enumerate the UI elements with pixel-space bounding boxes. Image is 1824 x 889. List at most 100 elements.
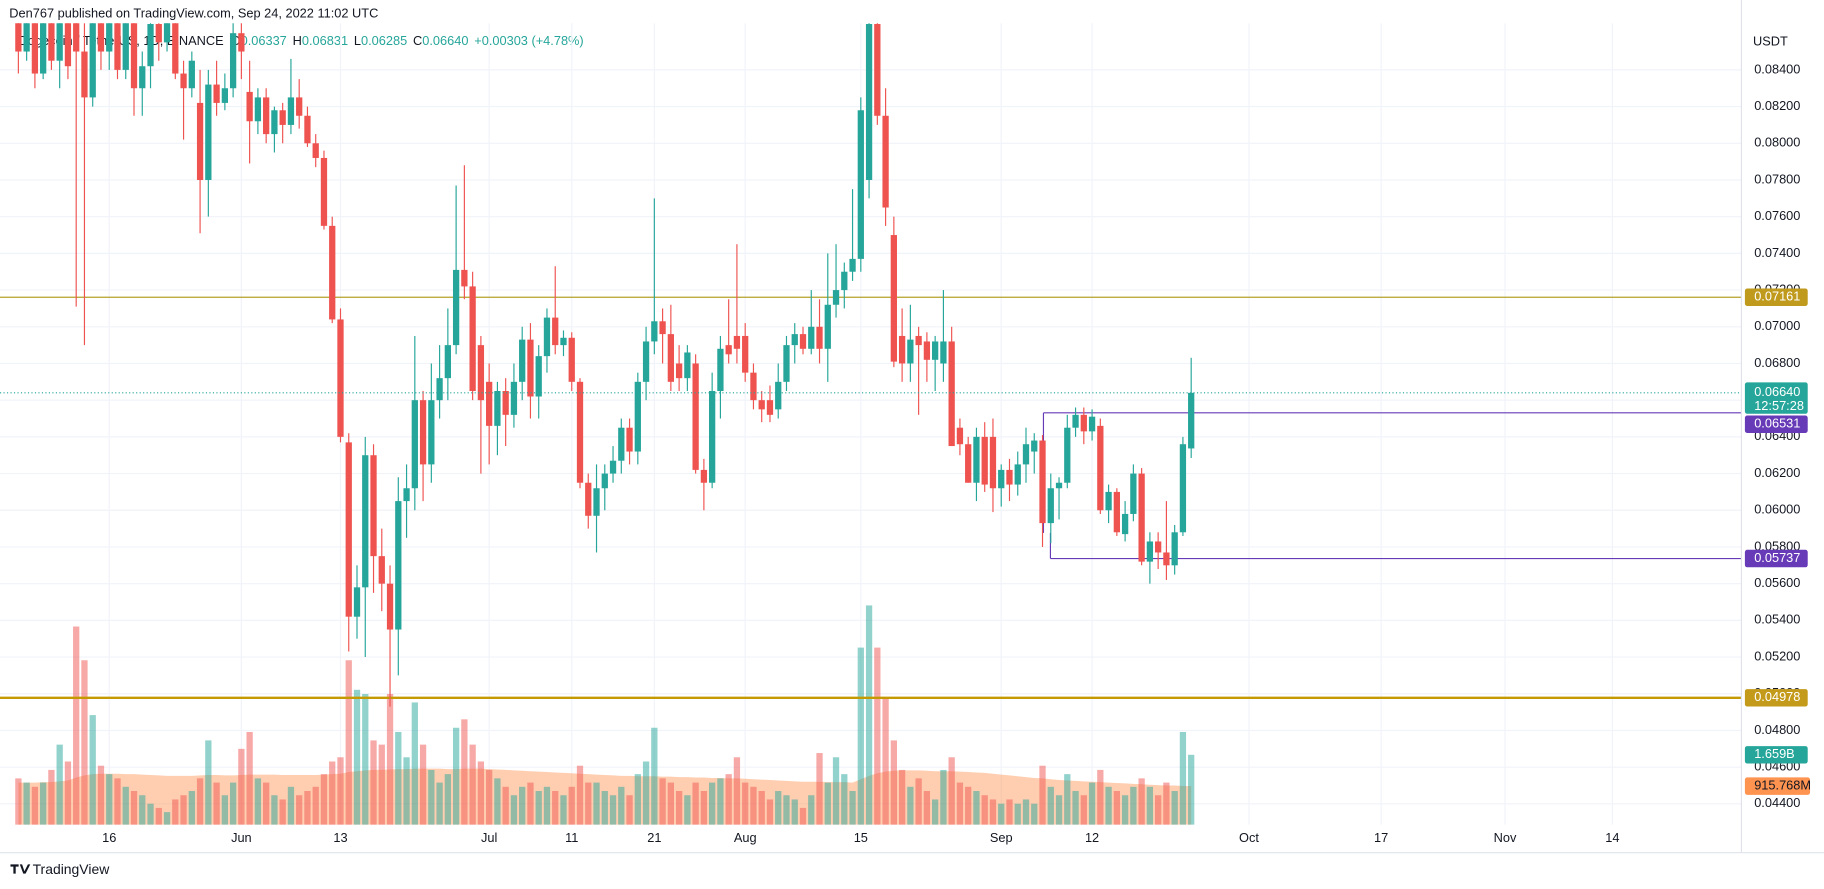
candle-body <box>973 436 980 483</box>
volume-bar <box>989 799 997 825</box>
candle-body <box>816 326 823 349</box>
candle-body <box>981 436 988 485</box>
volume-bar <box>841 774 848 825</box>
volume-bar <box>750 786 757 825</box>
candle-body <box>196 102 204 180</box>
candle-body <box>560 337 567 346</box>
countdown: 12:57:28 <box>1754 398 1804 413</box>
candle-body <box>1097 425 1104 511</box>
candle-body <box>1130 473 1137 514</box>
volume-bar <box>73 626 80 825</box>
price-level-label: 0.07161 <box>1754 289 1800 304</box>
candle-body <box>684 352 691 379</box>
x-tick-label: 16 <box>102 830 116 845</box>
y-tick-label: 0.05200 <box>1754 648 1800 663</box>
volume-bar <box>1022 799 1030 825</box>
volume-bar <box>659 778 666 825</box>
candle-body <box>593 488 600 516</box>
last-price-label-bg <box>1744 382 1808 414</box>
volume-bar <box>362 694 369 825</box>
candle-body <box>378 556 385 584</box>
candle-body <box>263 97 270 135</box>
candle-body <box>1146 541 1154 562</box>
volume-bar <box>428 769 435 825</box>
volume-bar <box>386 694 394 825</box>
footer-logo: TradingView <box>10 861 110 877</box>
volume-bar <box>907 786 914 825</box>
volume-bar <box>882 698 889 825</box>
volume-bar <box>279 799 286 825</box>
candle-body <box>56 23 63 61</box>
volume-bar <box>287 786 295 825</box>
volume-bar <box>436 782 443 825</box>
candle-body <box>758 400 765 410</box>
volume-bar <box>403 757 410 825</box>
candle-body <box>1188 392 1195 449</box>
volume-bar <box>915 778 922 825</box>
candle-body <box>147 24 154 67</box>
candle-body <box>229 33 237 89</box>
volume-bar <box>114 778 121 825</box>
legend-value: 0.06831 <box>302 33 348 48</box>
volume-bar <box>576 765 584 825</box>
candle-body <box>791 334 798 346</box>
volume-bar <box>709 782 716 825</box>
candle-body <box>502 390 509 415</box>
volume-bar <box>948 757 955 825</box>
volume-bar <box>229 782 237 825</box>
volume-label: 1.659B <box>1754 746 1795 761</box>
volume-bar <box>890 740 897 825</box>
volume-bar <box>560 795 567 825</box>
candle-body <box>106 23 113 52</box>
candle-body <box>948 341 955 447</box>
candle-body <box>73 23 80 52</box>
volume-bar <box>395 731 402 825</box>
volume-bar <box>1171 791 1178 825</box>
candle-body <box>329 225 336 320</box>
candle-body <box>1064 427 1071 483</box>
y-tick-label: 0.06800 <box>1754 355 1800 370</box>
candle-body <box>205 84 212 180</box>
volume-bar <box>296 795 303 825</box>
candle-body <box>882 115 889 208</box>
y-tick-label: 0.08000 <box>1754 135 1800 150</box>
candle-body <box>932 341 939 360</box>
volume-bar <box>452 727 460 825</box>
plot <box>0 23 1742 825</box>
candle-body <box>907 339 914 364</box>
candle-body <box>510 381 518 415</box>
volume-bar <box>742 782 749 825</box>
volume-bar <box>494 778 501 825</box>
candle-body <box>254 97 262 122</box>
volume-bar <box>147 803 154 825</box>
candle-body <box>742 335 749 373</box>
candle-body <box>915 335 922 346</box>
volume-bar <box>816 753 823 825</box>
volume-bar <box>221 795 228 825</box>
volume-bar <box>502 786 509 825</box>
candle-body <box>1171 532 1178 566</box>
volume-bar <box>684 795 691 825</box>
candle-body <box>155 24 162 43</box>
volume-bar <box>601 791 608 825</box>
candle-body <box>700 469 708 483</box>
y-tick-label: 0.08400 <box>1754 61 1800 76</box>
candle-body <box>1113 491 1120 533</box>
volume-bar <box>973 791 980 825</box>
candle-body <box>89 23 96 98</box>
legend-key: L <box>354 33 361 48</box>
candle-body <box>469 286 476 391</box>
candle-body <box>139 66 146 89</box>
volume-bar <box>97 765 105 825</box>
footer-brand: TradingView <box>33 861 111 877</box>
volume-bar <box>15 778 22 825</box>
volume-bar <box>1163 782 1170 825</box>
candle-body <box>923 341 931 360</box>
candle-body <box>353 587 361 617</box>
candle-body <box>692 363 699 470</box>
volume-bar <box>783 795 790 825</box>
x-tick-label: 15 <box>854 830 868 845</box>
volume-bar <box>940 769 947 825</box>
volume-bar <box>519 786 526 825</box>
